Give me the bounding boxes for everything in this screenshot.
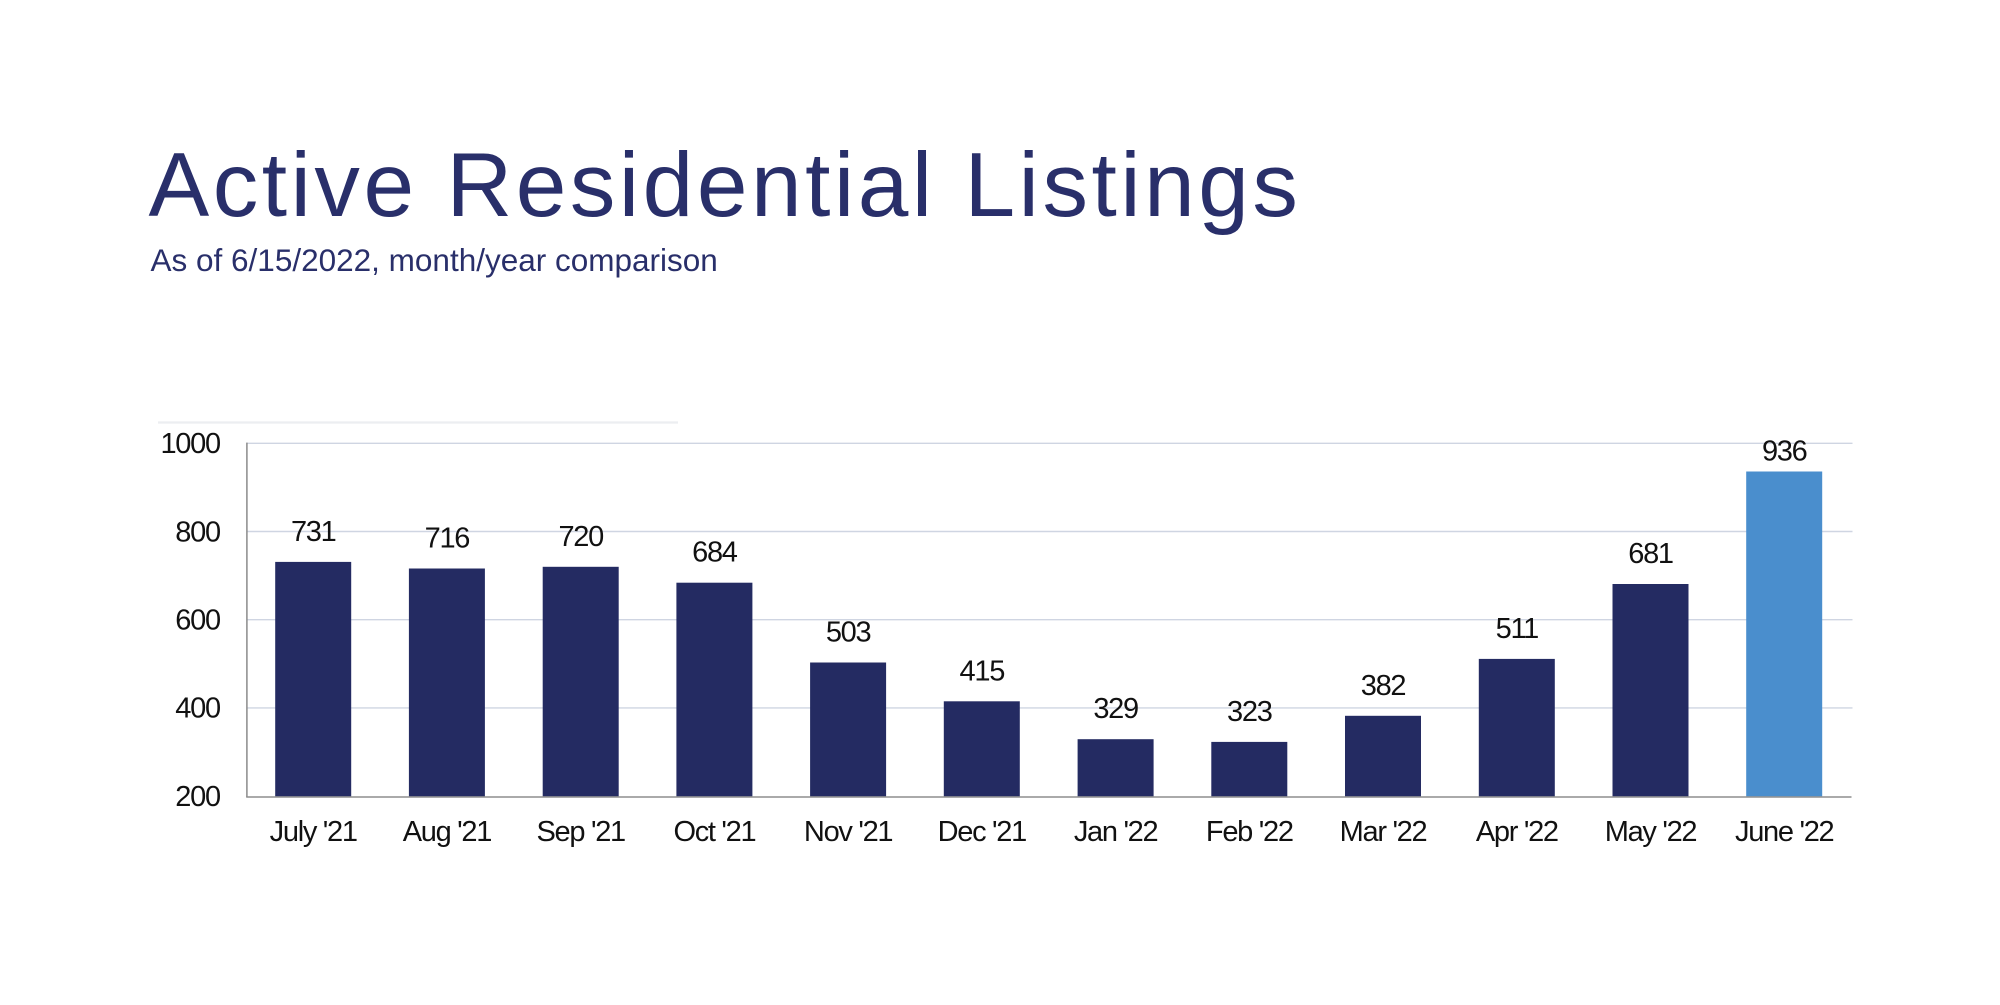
svg-text:800: 800	[175, 516, 220, 548]
svg-text:600: 600	[175, 605, 220, 637]
svg-text:Jan '22: Jan '22	[1074, 816, 1158, 848]
svg-text:Nov '21: Nov '21	[804, 816, 892, 848]
svg-text:716: 716	[425, 523, 470, 555]
svg-text:382: 382	[1361, 670, 1406, 702]
svg-text:Feb '22: Feb '22	[1206, 816, 1293, 848]
svg-text:Sep '21: Sep '21	[537, 816, 626, 848]
svg-text:Dec '21: Dec '21	[938, 816, 1026, 848]
svg-text:323: 323	[1227, 696, 1272, 728]
svg-text:936: 936	[1762, 436, 1807, 468]
svg-text:720: 720	[558, 521, 603, 553]
svg-text:503: 503	[826, 617, 871, 649]
svg-text:May '22: May '22	[1605, 816, 1697, 848]
svg-text:Active Residential Listings: Active Residential Listings	[149, 135, 1302, 236]
svg-text:Apr '22: Apr '22	[1476, 816, 1558, 848]
svg-text:July '21: July '21	[270, 816, 357, 848]
svg-text:As of 6/15/2022, month/year co: As of 6/15/2022, month/year comparison	[151, 242, 718, 278]
svg-text:684: 684	[692, 537, 738, 569]
svg-text:1000: 1000	[160, 428, 219, 460]
svg-text:329: 329	[1093, 693, 1138, 725]
svg-text:Mar '22: Mar '22	[1340, 816, 1427, 848]
svg-text:511: 511	[1496, 613, 1539, 645]
svg-text:400: 400	[175, 693, 220, 725]
svg-text:415: 415	[960, 655, 1005, 687]
svg-text:731: 731	[291, 516, 336, 548]
svg-text:Aug '21: Aug '21	[403, 816, 492, 848]
svg-text:681: 681	[1628, 538, 1673, 570]
svg-text:Oct '21: Oct '21	[673, 816, 755, 848]
svg-text:200: 200	[175, 781, 220, 813]
svg-text:June '22: June '22	[1735, 816, 1834, 848]
